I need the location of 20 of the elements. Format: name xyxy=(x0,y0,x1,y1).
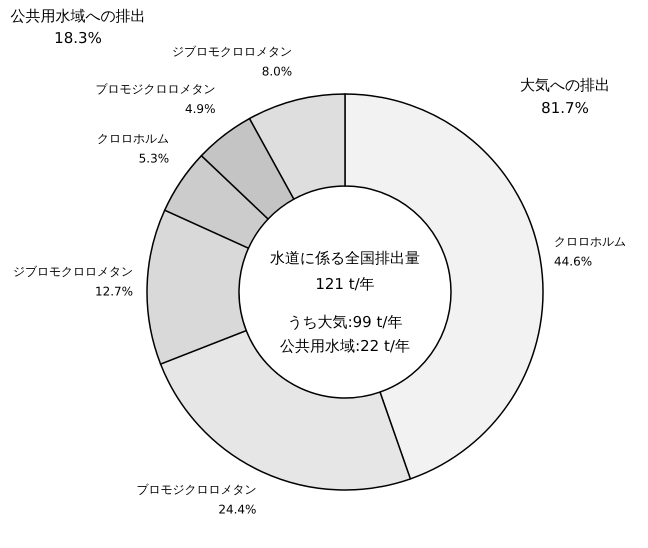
data-label: 8.0% xyxy=(262,64,292,79)
slice-label: ジブロモクロロメタン xyxy=(13,264,134,278)
text: 18.3% xyxy=(54,29,102,47)
text: うち大気:99 t/年 xyxy=(288,313,402,331)
text: 81.7% xyxy=(541,99,589,117)
text: 水道に係る全国排出量 xyxy=(270,249,420,267)
slice-label: ジブロモクロロメタン xyxy=(172,44,292,59)
slice-label: ブロモジクロロメタン xyxy=(95,82,216,96)
data-label: 44.6% xyxy=(554,254,592,268)
text: 121 t/年 xyxy=(315,275,375,293)
data-label: 24.4% xyxy=(218,502,256,517)
text: 公共用水域への排出 xyxy=(10,7,146,25)
text: 公共用水域:22 t/年 xyxy=(280,337,410,355)
text: 大気への排出 xyxy=(520,76,610,94)
slice-label: ブロモジクロロメタン xyxy=(136,482,256,497)
slice-label: クロロホルム xyxy=(97,132,170,146)
data-label: 12.7% xyxy=(94,284,134,298)
data-label: 4.9% xyxy=(184,102,216,116)
slice-label: クロロホルム xyxy=(554,234,626,248)
data-label: 5.3% xyxy=(138,152,170,166)
